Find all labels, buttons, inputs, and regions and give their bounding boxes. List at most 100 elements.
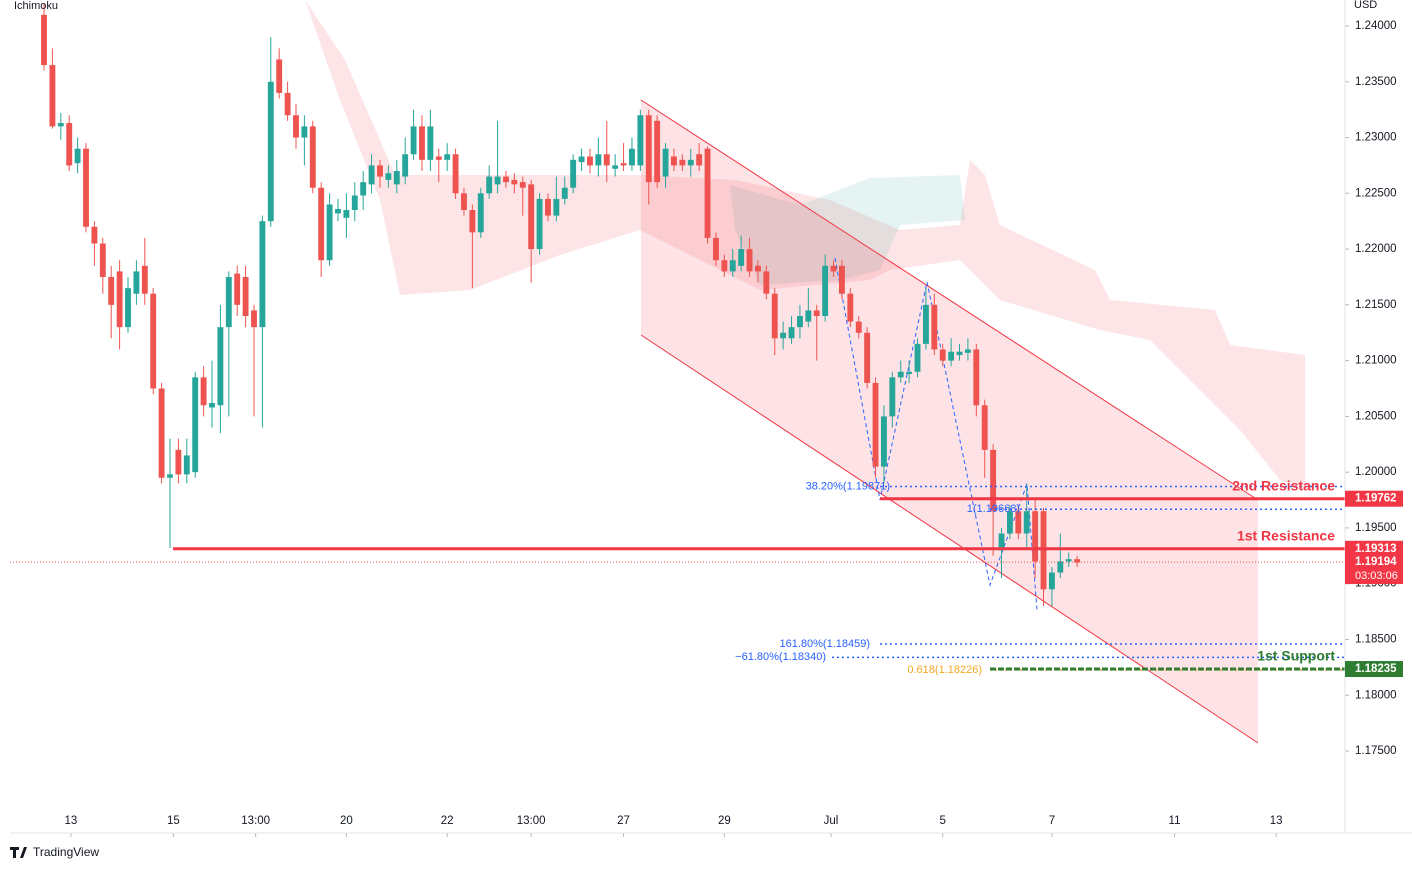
candle-body [721, 260, 728, 272]
candle-body [74, 148, 81, 164]
candle-body [796, 316, 803, 328]
x-tick-label: 13:00 [517, 815, 546, 827]
x-tick-label: 15 [167, 815, 180, 827]
price-tag [1345, 661, 1403, 678]
candle-body [620, 163, 627, 166]
candle-body [125, 288, 131, 328]
candle-body [116, 271, 123, 328]
candle-body [309, 126, 316, 188]
last-price-tag [1345, 554, 1403, 585]
currency-label: USD [1354, 0, 1377, 11]
candle-body [276, 59, 283, 93]
candle-body [259, 221, 266, 328]
ichimoku-cloud-bull [730, 175, 965, 285]
y-tick-label: 1.20500 [1355, 410, 1397, 422]
candle-body [864, 332, 871, 383]
candle-body [948, 351, 955, 361]
candle-body [66, 123, 73, 166]
candle-body [637, 115, 644, 166]
candle-body [1032, 511, 1039, 562]
candle-body [897, 371, 904, 378]
candle-body [981, 405, 988, 450]
candle-body [368, 165, 375, 185]
candle-body [612, 165, 619, 169]
candle-body [133, 271, 140, 294]
candle-body [830, 265, 837, 272]
y-tick-label: 1.18500 [1355, 634, 1397, 646]
candle-body [603, 154, 610, 166]
price-tag-label: 1.18235 [1355, 663, 1397, 675]
candle-body [939, 349, 946, 361]
candle-body [158, 388, 165, 478]
candle-body [519, 182, 526, 188]
candle-body [855, 321, 862, 333]
candle-body [595, 154, 602, 166]
y-tick-label: 1.18000 [1355, 689, 1397, 701]
candle-body [217, 327, 224, 406]
level-name: 1st Resistance [1237, 527, 1335, 543]
candle-body [1057, 561, 1064, 573]
candle-body [889, 377, 896, 417]
level-name: 1st Support [1257, 648, 1335, 664]
ichimoku-cloud [305, 0, 1305, 490]
y-tick-label: 1.22500 [1355, 187, 1397, 199]
zigzag [834, 257, 1038, 611]
candle-body [234, 273, 241, 305]
candle-body [570, 159, 577, 188]
candle-body [629, 148, 635, 166]
candle-body [704, 148, 711, 238]
candle-body [251, 310, 257, 328]
candle-body [536, 198, 543, 250]
candle-body [788, 327, 795, 339]
candle-body [746, 249, 753, 272]
candle-body [838, 265, 845, 294]
candle-body [654, 120, 661, 183]
y-tick-label: 1.24000 [1355, 20, 1397, 32]
candle-body [393, 170, 400, 185]
candle-body [57, 123, 64, 127]
y-tick-label: 1.20000 [1355, 466, 1397, 478]
candle-body [318, 187, 325, 261]
candle-body [956, 351, 963, 356]
candle-body [662, 148, 669, 177]
candle-body [326, 204, 333, 261]
fib-label: 161.80%(1.18459) [779, 638, 870, 650]
candle-body [284, 92, 291, 116]
candle-body [410, 126, 417, 155]
candle-body [469, 210, 476, 233]
fib-label: 0.618(1.18226) [907, 664, 982, 676]
candle-body [200, 377, 207, 406]
candle-body [872, 382, 879, 467]
candle-body [477, 193, 484, 233]
candle-body [1015, 511, 1022, 534]
candle-body [494, 176, 501, 185]
candle-body [696, 154, 703, 166]
candle-body [1065, 559, 1072, 562]
countdown-label: 03:03:06 [1355, 570, 1398, 582]
candle-body [771, 293, 778, 339]
candle-body [671, 156, 677, 166]
candle-body [780, 332, 787, 339]
x-tick-label: 13 [64, 815, 77, 827]
candle-body [998, 533, 1005, 551]
candle-body [847, 293, 854, 322]
y-tick-label: 1.21000 [1355, 355, 1397, 367]
candle-body [880, 416, 887, 467]
brand: TradingView [10, 845, 99, 859]
x-tick-label: 13 [1270, 815, 1283, 827]
candle-body [922, 304, 929, 344]
candle-body [335, 208, 341, 214]
y-tick-label: 1.23000 [1355, 132, 1397, 144]
x-tick-label: 27 [617, 815, 630, 827]
candle-body [990, 449, 997, 512]
candle-body [49, 65, 56, 127]
x-tick-label: 22 [441, 815, 454, 827]
candle-body [175, 449, 182, 475]
plot-area [10, 0, 1345, 833]
channel-upper [640, 99, 1259, 501]
fib-label: −61.80%(1.18340) [735, 651, 826, 663]
candle-body [729, 260, 736, 272]
x-tick-label: 5 [940, 815, 946, 827]
candle-body [973, 349, 980, 406]
